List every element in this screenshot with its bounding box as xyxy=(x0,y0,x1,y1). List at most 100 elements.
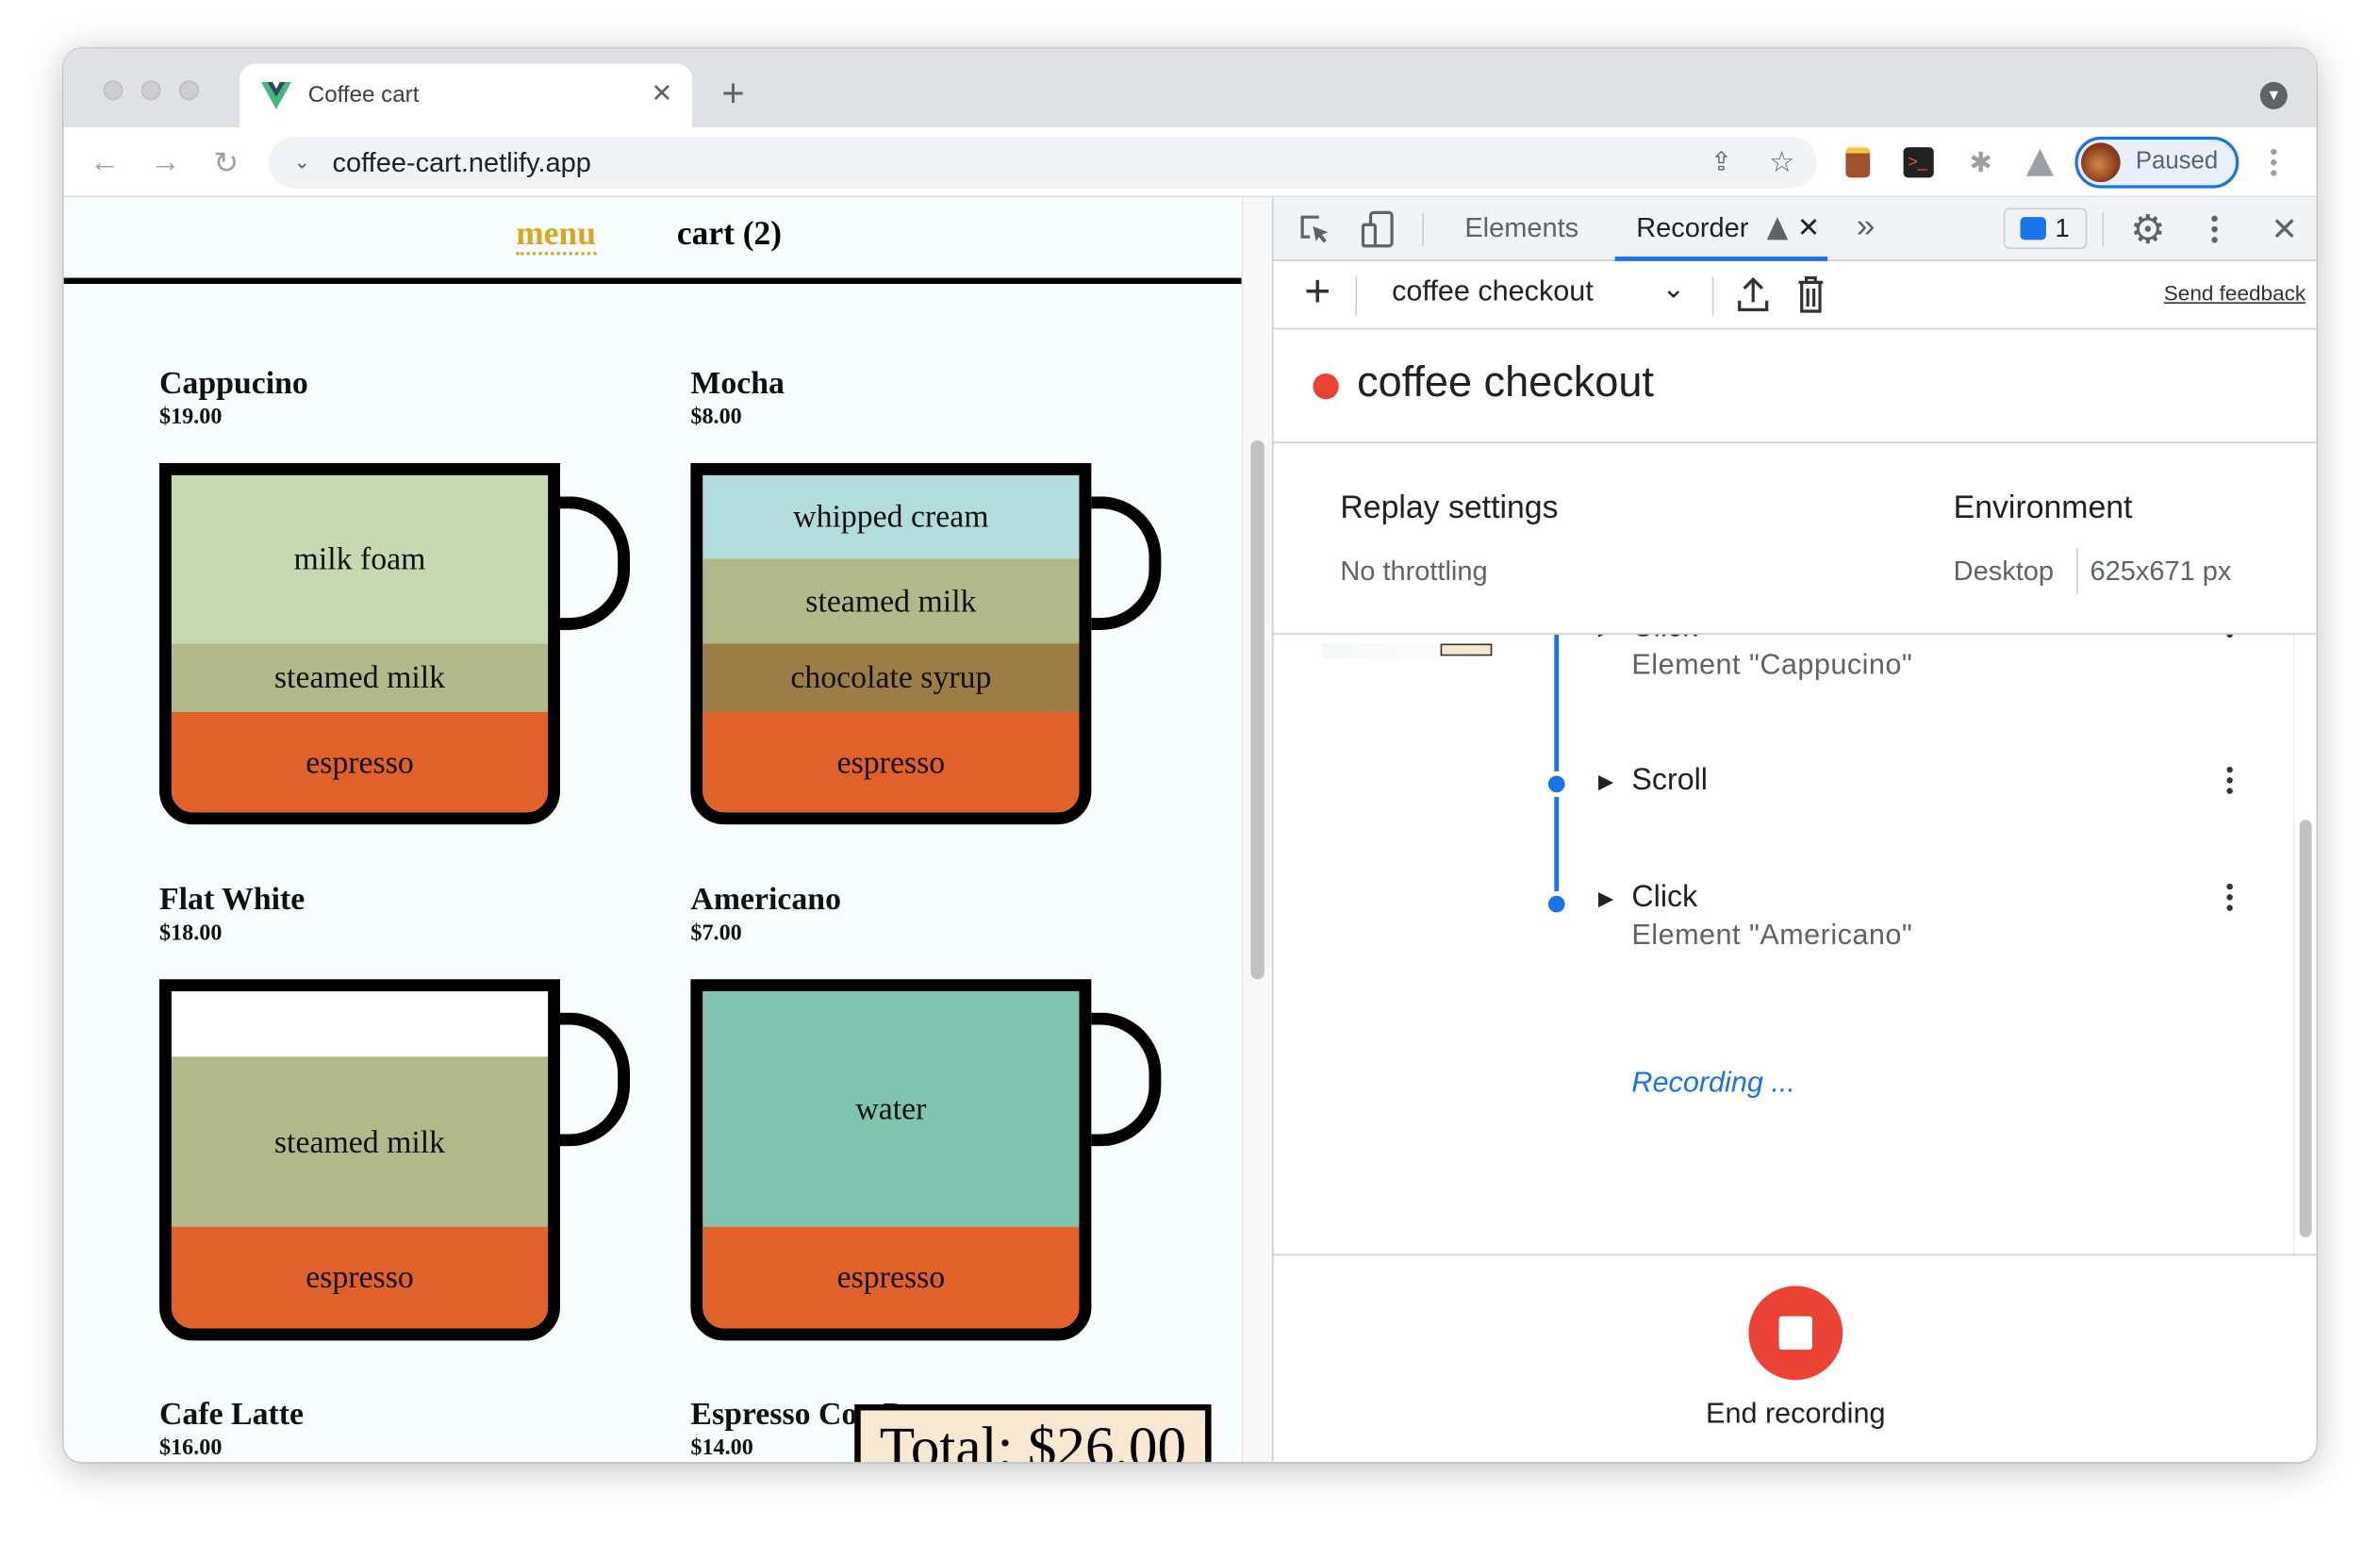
issues-count: 1 xyxy=(2055,213,2070,243)
tab-search-icon[interactable]: ▼ xyxy=(2259,81,2288,109)
layer-empty xyxy=(171,991,549,1057)
inspect-element-icon[interactable] xyxy=(1297,212,1330,245)
tab-title: Coffee cart xyxy=(307,81,420,108)
bookmark-star-icon[interactable]: ☆ xyxy=(1769,146,1795,179)
tab-recorder-label: Recorder xyxy=(1636,212,1749,243)
thumbnail-total xyxy=(1440,643,1493,656)
end-recording-button[interactable] xyxy=(1748,1286,1843,1381)
cup-handle xyxy=(1091,1012,1162,1147)
product-name: Mocha xyxy=(690,364,785,401)
cup-flat-white[interactable]: steamed milk espresso xyxy=(159,979,560,1341)
vue-favicon-icon xyxy=(260,81,292,109)
steps-scrollbar[interactable] xyxy=(2293,634,2315,1254)
nav-divider xyxy=(63,277,1242,285)
environment-device: Desktop xyxy=(1953,556,2054,587)
divider xyxy=(1355,275,1358,316)
tab-close-icon[interactable]: ✕ xyxy=(1796,212,1821,243)
layer-milk-foam: milk foam xyxy=(171,474,549,644)
layer-chocolate-syrup: chocolate syrup xyxy=(702,643,1080,712)
terminal-extension-icon[interactable]: >_ xyxy=(1903,147,1934,178)
more-tabs-chevron-icon[interactable]: » xyxy=(1856,206,1876,245)
tab-close-icon[interactable]: ✕ xyxy=(651,78,673,108)
new-tab-icon[interactable]: + xyxy=(721,69,745,115)
cup-handle xyxy=(559,496,631,631)
browser-window: Coffee cart ✕ + ▼ ← → ↻ ⌄ coffee-cart.ne… xyxy=(63,48,2317,1463)
settings-gear-icon[interactable]: ⚙ xyxy=(2129,206,2166,252)
reload-icon[interactable]: ↻ xyxy=(213,146,240,180)
cup-cappuccino[interactable]: milk foam steamed milk espresso xyxy=(159,462,560,825)
divider xyxy=(2102,212,2105,246)
tab-strip: Coffee cart ✕ + ▼ xyxy=(63,48,2317,128)
address-bar[interactable]: ⌄ coffee-cart.netlify.app ⇪ ☆ xyxy=(268,136,1817,189)
extensions-puzzle-icon[interactable]: ✱ xyxy=(1969,146,1992,177)
expand-triangle-icon[interactable]: ▶ xyxy=(1598,887,1614,910)
close-devtools-icon[interactable]: ✕ xyxy=(2271,211,2298,247)
coffee-cart-page: menu cart (2) Cappucino $19.00 milk foam… xyxy=(63,197,1242,1463)
step-title: Click xyxy=(1631,635,1697,645)
issues-badge-button[interactable]: 1 xyxy=(2003,207,2088,249)
forward-icon[interactable]: → xyxy=(150,144,181,179)
page-scrollbar-thumb[interactable] xyxy=(1250,440,1264,980)
product-americano: Americano $7.00 xyxy=(690,881,841,948)
recording-select-value: coffee checkout xyxy=(1392,275,1594,308)
site-info-chevron-icon[interactable]: ⌄ xyxy=(293,150,311,174)
browser-toolbar: ← → ↻ ⌄ coffee-cart.netlify.app ⇪ ☆ >_ ✱… xyxy=(63,127,2317,198)
export-upload-icon[interactable] xyxy=(1736,274,1769,314)
nav-cart-link[interactable]: cart (2) xyxy=(676,213,783,253)
product-name: Americano xyxy=(690,880,842,918)
recording-header: coffee checkout xyxy=(1273,329,2317,444)
product-price: $7.00 xyxy=(690,921,742,946)
profile-status: Paused xyxy=(2135,148,2219,175)
step-menu-icon[interactable] xyxy=(2226,634,2233,639)
send-feedback-link[interactable]: Send feedback xyxy=(2163,280,2306,306)
cup-americano[interactable]: water espresso xyxy=(690,979,1092,1341)
settings-section: Replay settings No throttling Environmen… xyxy=(1273,443,2317,635)
layer-steamed-milk: steamed milk xyxy=(171,1056,549,1227)
layer-steamed-milk: steamed milk xyxy=(702,558,1080,644)
page-scrollbar[interactable] xyxy=(1241,197,1272,1463)
cup-mocha[interactable]: whipped cream steamed milk chocolate syr… xyxy=(690,462,1092,825)
cup-handle xyxy=(1091,496,1162,631)
step-menu-icon[interactable] xyxy=(2226,766,2233,794)
recording-footer: End recording xyxy=(1273,1253,2317,1463)
share-icon[interactable]: ⇪ xyxy=(1710,147,1732,176)
layer-whipped-cream: whipped cream xyxy=(702,474,1080,559)
expand-triangle-icon[interactable]: ▶ xyxy=(1598,635,1613,640)
calculator-extension-icon[interactable] xyxy=(1845,147,1871,178)
recording-select[interactable]: coffee checkout ⌄ xyxy=(1380,274,1698,316)
minimize-window-button[interactable] xyxy=(140,80,161,101)
step-subtitle: Element "Americano" xyxy=(1631,920,1913,953)
browser-menu-icon[interactable] xyxy=(2271,148,2277,176)
layer-espresso: espresso xyxy=(702,711,1080,813)
delete-trash-icon[interactable] xyxy=(1795,274,1826,314)
layer-espresso: espresso xyxy=(702,1226,1080,1329)
product-price: $18.00 xyxy=(159,921,223,946)
tab-recorder[interactable]: Recorder ✕ xyxy=(1614,197,1828,261)
divider xyxy=(2076,548,2078,594)
browser-tab[interactable]: Coffee cart ✕ xyxy=(240,63,693,128)
create-recording-icon[interactable]: + xyxy=(1304,267,1331,318)
tab-elements[interactable]: Elements xyxy=(1464,212,1579,243)
timeline-dot xyxy=(1547,775,1565,793)
steps-list: ▶ Click Element "Cappucino" ▶ Scroll ▶ C… xyxy=(1274,634,2317,1254)
recorder-toolbar: + coffee checkout ⌄ Send feedback xyxy=(1273,261,2317,330)
experimental-flask-icon xyxy=(1766,217,1789,241)
device-toolbar-icon[interactable] xyxy=(1360,209,1397,249)
steps-scrollbar-thumb[interactable] xyxy=(2299,820,2312,1237)
profile-button[interactable]: Paused xyxy=(2074,136,2240,189)
recording-indicator-icon xyxy=(1313,373,1339,400)
checkout-total-button[interactable]: Total: $26.00 xyxy=(854,1403,1212,1463)
zoom-window-button[interactable] xyxy=(178,80,199,101)
replay-settings-value: No throttling xyxy=(1340,556,1488,587)
product-price: $8.00 xyxy=(690,405,742,430)
screenshot-thumbnail xyxy=(1322,643,1497,659)
environment-size: 625x671 px xyxy=(2090,556,2232,587)
product-cappuccino: Cappucino $19.00 xyxy=(159,364,308,431)
labs-flask-icon[interactable] xyxy=(2025,148,2054,176)
expand-triangle-icon[interactable]: ▶ xyxy=(1598,770,1614,793)
close-window-button[interactable] xyxy=(103,80,124,101)
back-icon[interactable]: ← xyxy=(89,144,121,179)
devtools-menu-icon[interactable] xyxy=(2211,215,2218,243)
nav-menu-link[interactable]: menu xyxy=(516,215,596,256)
step-menu-icon[interactable] xyxy=(2226,883,2233,911)
